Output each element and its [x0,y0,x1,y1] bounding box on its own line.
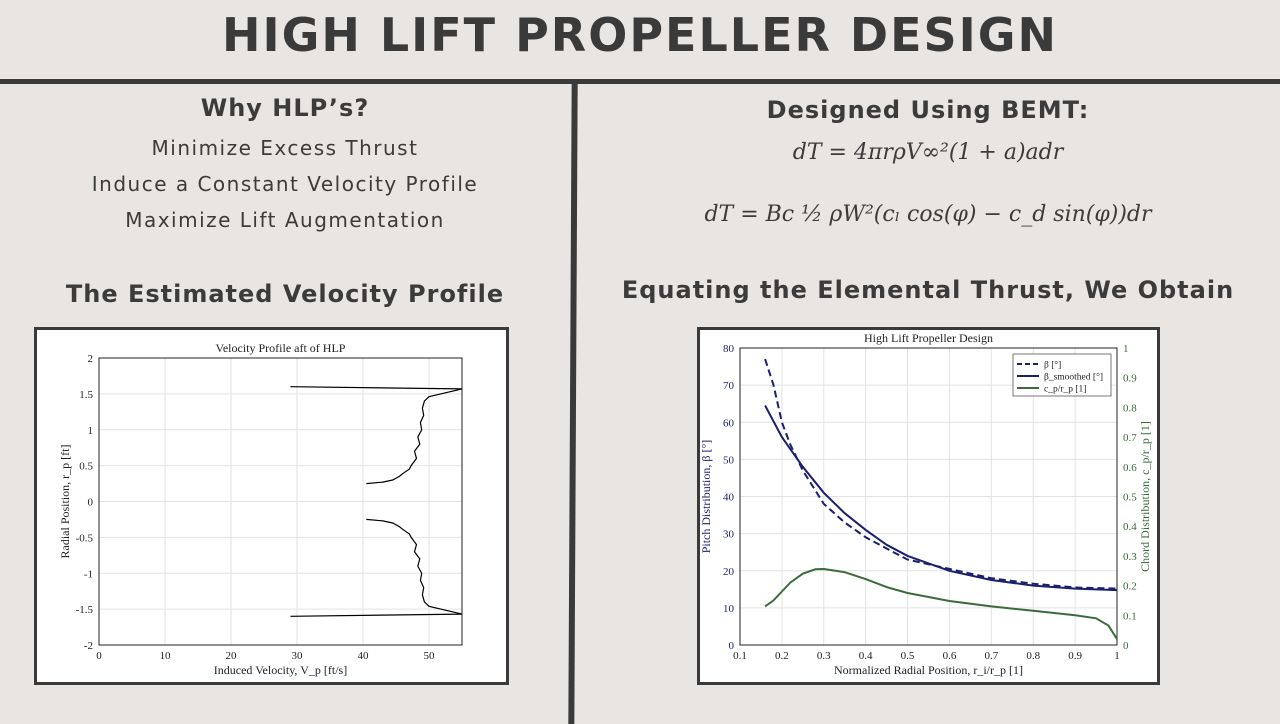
series-line-2 [290,518,463,617]
velocity-profile-heading: The Estimated Velocity Profile [65,280,505,308]
header-divider [0,79,1280,84]
legend-label: β_smoothed [°] [1044,372,1103,383]
bemt-heading: Designed Using BEMT: [766,96,1090,124]
y2-tick-label: 0.4 [1123,521,1137,533]
point-lift-augmentation: Maximize Lift Augmentation [125,208,445,232]
x-tick-label: 1 [1114,650,1120,662]
y2-tick-label: 0.7 [1123,432,1137,444]
x-tick-label: 0.4 [859,650,873,662]
y-tick-label: 30 [723,529,735,541]
y-tick-label: 80 [723,343,735,355]
hlp-design-chart-frame: 0.1 0.2 0.3 0.4 0.5 0.6 0.7 0.8 0.9 1 0 10 20 30 40 50 6… [697,327,1160,685]
x-tick-label: 50 [424,650,436,662]
y-tick-label: 1 [88,425,94,437]
y-axis-label: Pitch Distribution, β [°] [700,440,713,554]
y2-axis-label: Chord Distribution, c_p/r_p [1] [1138,421,1152,572]
x-tick-label: 0.2 [775,650,789,662]
y2-tick-label: 1 [1123,343,1129,355]
equating-heading: Equating the Elemental Thrust, We Obtain [621,276,1235,304]
chart-title: Velocity Profile aft of HLP [216,341,346,355]
page-title: HIGH LIFT PROPELLER DESIGN [221,8,1059,62]
hlp-design-chart: 0.1 0.2 0.3 0.4 0.5 0.6 0.7 0.8 0.9 1010203040506… [699,331,1152,677]
x-tick-label: 20 [226,650,238,662]
x-tick-label: 0.9 [1068,650,1082,662]
x-axis-label: Induced Velocity, V_p [ft/s] [214,663,347,677]
x-tick-label: 0.8 [1026,650,1040,662]
x-tick-label: 40 [358,650,370,662]
y-tick-label: 70 [723,380,735,392]
chart-title: High Lift Propeller Design [864,331,993,345]
thrust-equation-blade-element: dT = Bc ½ ρW²(cₗ cos(φ) − c_d sin(φ))dr [704,202,1152,227]
thrust-equation-momentum: dT = 4πrρV∞²(1 + a)adr [792,140,1064,165]
y2-tick-label: 0.3 [1123,551,1137,563]
velocity-profile-chart: 0 10 20 30 40 50 -2 -1.5 -1 -0.5 0 0.5 1 1.5 2 Velocity… [58,341,463,677]
x-tick-label: 0.5 [901,650,915,662]
y-tick-label: -1 [84,568,93,580]
y-tick-label: 0 [88,497,94,509]
y-tick-label: 1.5 [79,389,93,401]
x-tick-label: 30 [292,650,304,662]
y-axis-label: Radial Position, r_p [ft] [58,445,72,559]
y-tick-label: 10 [723,603,735,615]
y-tick-label: 50 [723,454,735,466]
y-tick-label: -2 [84,640,93,652]
x-tick-label: 0.7 [984,650,998,662]
x-tick-label: 0.3 [817,650,831,662]
y2-tick-label: 0.5 [1123,492,1137,504]
legend-label: β [°] [1044,360,1061,371]
y-tick-label: -0.5 [76,532,94,544]
velocity-profile-chart-frame: 0 10 20 30 40 50 -2 -1.5 -1 -0.5 0 0.5 1 1.5 2 Velocity… [34,327,509,685]
plot-area [98,357,463,646]
series-line-1 [764,358,1118,590]
y2-tick-label: 0.2 [1123,581,1137,593]
y-tick-label: 2 [88,353,94,365]
x-axis-label: Normalized Radial Position, r_i/r_p [1] [834,663,1023,677]
y-tick-label: 0.5 [79,461,93,473]
y2-tick-label: 0.9 [1123,373,1137,385]
x-tick-label: 0.1 [733,650,747,662]
y-tick-label: 60 [723,417,735,429]
series-line-2 [764,405,1118,592]
legend-label: c_p/r_p [1] [1044,385,1086,395]
why-hlp-heading: Why HLP’s? [200,94,370,122]
x-tick-label: 0.6 [943,650,957,662]
x-tick-label: 0 [96,650,102,662]
x-tick-label: 10 [160,650,172,662]
y2-tick-label: 0 [1123,640,1129,652]
y-tick-label: -1.5 [76,604,94,616]
point-constant-velocity: Induce a Constant Velocity Profile [91,172,479,196]
y-tick-label: 20 [723,566,735,578]
plot-area [739,347,1118,646]
y2-tick-label: 0.6 [1123,462,1137,474]
y2-tick-label: 0.8 [1123,402,1137,414]
series-line-1 [290,386,463,485]
y-tick-label: 40 [723,492,735,504]
y-tick-label: 0 [729,640,735,652]
series-line-3 [764,567,1118,640]
point-minimize-thrust: Minimize Excess Thrust [151,136,419,160]
y2-tick-label: 0.1 [1123,610,1137,622]
